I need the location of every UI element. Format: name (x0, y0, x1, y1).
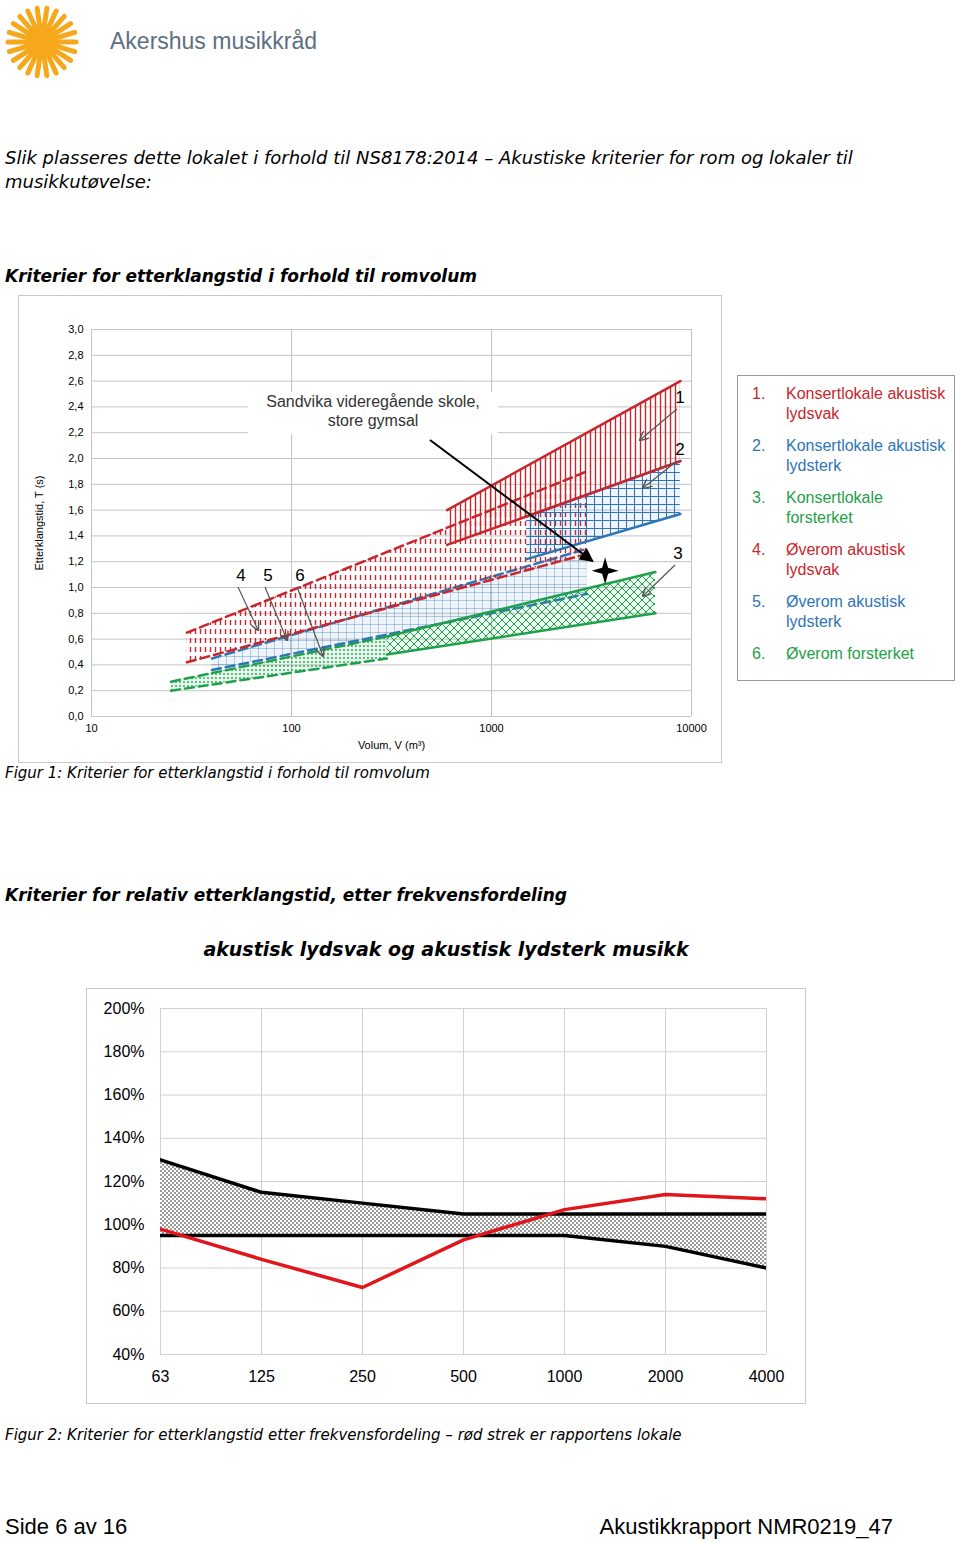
svg-text:1000: 1000 (479, 722, 503, 734)
html-text:Akustikkrapport NMR0219_47: Akustikkrapport NMR0219_47 (599, 1514, 893, 1539)
svg-text:1: 1 (675, 388, 684, 407)
svg-text:200%: 200% (104, 1000, 145, 1017)
svg-text:100: 100 (282, 722, 300, 734)
html-text:Øverom akustisk lydsvak: Øverom akustisk lydsvak (786, 541, 906, 578)
html-text:2.: 2. (752, 437, 766, 454)
svg-text:1,4: 1,4 (68, 529, 83, 541)
svg-text:Etterklangstid, T (s): Etterklangstid, T (s) (33, 476, 45, 571)
svg-text:2: 2 (675, 440, 684, 459)
svg-text:0,0: 0,0 (68, 710, 83, 722)
svg-text:3,0: 3,0 (68, 323, 83, 335)
html-text:Konsertlokale forsterket: Konsertlokale forsterket (786, 489, 883, 526)
html-text:Sandvika videregående skole, s: Sandvika videregående skole, store gymsa… (266, 393, 480, 429)
svg-text:2000: 2000 (648, 1368, 684, 1385)
svg-text:2,2: 2,2 (68, 426, 83, 438)
svg-text:5: 5 (263, 566, 272, 585)
svg-text:10000: 10000 (676, 722, 707, 734)
html-text:6.: 6. (752, 645, 766, 662)
html-text:akustisk lydsvak og akustisk l: akustisk lydsvak og akustisk lydsterk mu… (203, 938, 689, 960)
html-text:Konsertlokale akustisk lydsvak: Konsertlokale akustisk lydsvak (786, 385, 946, 422)
html-text:1.: 1. (752, 385, 766, 402)
svg-text:2,4: 2,4 (68, 400, 83, 412)
html-text:Figur 1: Kriterier for etterkl: Figur 1: Kriterier for etterklangstid i … (5, 764, 430, 782)
svg-text:1,8: 1,8 (68, 478, 83, 490)
svg-text:4: 4 (236, 566, 245, 585)
svg-text:0,6: 0,6 (68, 633, 83, 645)
svg-text:2,0: 2,0 (68, 452, 83, 464)
svg-text:1,6: 1,6 (68, 504, 83, 516)
svg-text:0,4: 0,4 (68, 658, 83, 670)
svg-text:10: 10 (85, 722, 97, 734)
svg-text:140%: 140% (104, 1129, 145, 1146)
html-text:Kriterier for relativ etterkla: Kriterier for relativ etterklangstid, et… (5, 885, 567, 905)
svg-text:60%: 60% (112, 1302, 144, 1319)
svg-text:4000: 4000 (749, 1368, 785, 1385)
svg-text:2,8: 2,8 (68, 349, 83, 361)
svg-text:63: 63 (152, 1368, 170, 1385)
html-text:Figur 2: Kriterier for etterkl: Figur 2: Kriterier for etterklangstid et… (5, 1426, 682, 1444)
html-text:5.: 5. (752, 593, 766, 610)
svg-text:2,6: 2,6 (68, 375, 83, 387)
html-text:Side 6 av 16: Side 6 av 16 (5, 1514, 128, 1539)
svg-text:100%: 100% (104, 1216, 145, 1233)
html-text:Kriterier for etterklangstid i: Kriterier for etterklangstid i forhold t… (5, 266, 477, 286)
svg-text:160%: 160% (104, 1086, 145, 1103)
svg-text:3: 3 (673, 544, 682, 563)
html-text:Øverom forsterket: Øverom forsterket (786, 645, 914, 662)
svg-text:6: 6 (295, 566, 304, 585)
svg-text:1,0: 1,0 (68, 581, 83, 593)
html-text:Slik plasseres dette lokalet i: Slik plasseres dette lokalet i forhold t… (5, 147, 853, 192)
svg-text:120%: 120% (104, 1173, 145, 1190)
svg-text:180%: 180% (104, 1043, 145, 1060)
svg-text:250: 250 (349, 1368, 376, 1385)
svg-text:Volum, V (m³): Volum, V (m³) (358, 739, 425, 751)
html-text:3.: 3. (752, 489, 766, 506)
html-text:Akershus musikkråd: Akershus musikkråd (110, 28, 318, 54)
svg-text:1,2: 1,2 (68, 555, 83, 567)
svg-text:1000: 1000 (547, 1368, 583, 1385)
svg-text:0,8: 0,8 (68, 607, 83, 619)
html-text:Konsertlokale akustisk lydster: Konsertlokale akustisk lydsterk (786, 437, 946, 474)
svg-text:80%: 80% (112, 1259, 144, 1276)
svg-text:500: 500 (450, 1368, 477, 1385)
svg-text:125: 125 (248, 1368, 275, 1385)
html-text:Øverom akustisk lydsterk: Øverom akustisk lydsterk (786, 593, 906, 630)
html-text:4.: 4. (752, 541, 766, 558)
svg-text:40%: 40% (112, 1346, 144, 1363)
svg-text:0,2: 0,2 (68, 684, 83, 696)
